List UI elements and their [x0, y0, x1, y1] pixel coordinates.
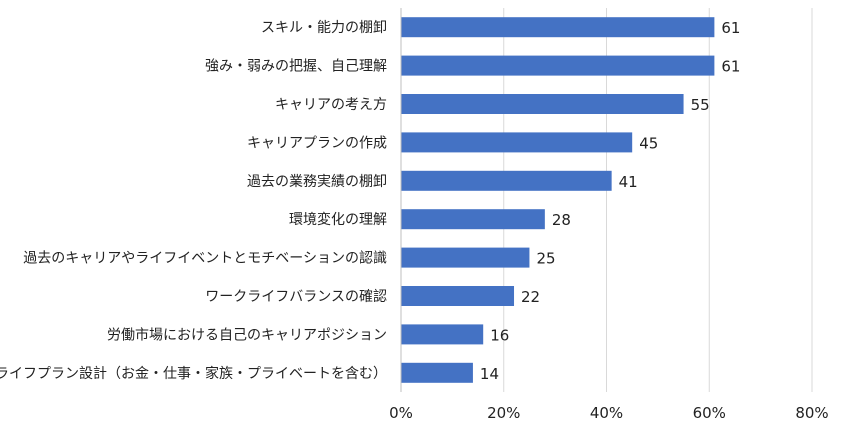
data-label: 25	[536, 250, 555, 268]
bar	[401, 209, 545, 230]
x-tick-label: 40%	[590, 404, 623, 422]
category-label: 強み・弱みの把握、自己理解	[205, 59, 387, 75]
category-label: キャリアの考え方	[275, 97, 387, 113]
x-tick-label: 80%	[795, 404, 828, 422]
category-label: 過去の業務実績の棚卸	[247, 174, 387, 190]
x-tick-label: 20%	[487, 404, 520, 422]
bar	[401, 324, 484, 345]
x-tick-label: 0%	[389, 404, 413, 422]
bar	[401, 132, 633, 153]
data-label: 16	[490, 326, 509, 344]
data-label: 14	[480, 365, 499, 383]
bar	[401, 170, 612, 191]
category-label: ライフプラン設計（お金・仕事・家族・プライベートを含む）	[0, 365, 387, 382]
data-label: 61	[721, 58, 740, 76]
bars	[401, 17, 715, 383]
bar	[401, 362, 473, 383]
x-tick-label: 60%	[693, 404, 726, 422]
category-label: 過去のキャリアやライフイベントとモチベーションの認識	[23, 251, 387, 267]
category-label: 環境変化の理解	[289, 211, 387, 228]
bar	[401, 55, 715, 76]
data-label: 28	[552, 211, 571, 229]
category-label: 労働市場における自己のキャリアポジション	[107, 326, 387, 343]
bar	[401, 247, 530, 268]
data-label: 41	[619, 173, 638, 191]
data-label: 22	[521, 288, 540, 306]
data-label: 61	[721, 19, 740, 37]
bar	[401, 94, 684, 114]
bar	[401, 17, 715, 38]
labels: 0% 20% 40% 60% 80% スキル・能力の棚卸 61 強み・弱みの把握、自己理解 61…	[0, 19, 829, 422]
data-label: 45	[639, 134, 658, 152]
data-label: 55	[691, 96, 710, 114]
category-label: キャリアプランの作成	[247, 135, 387, 151]
category-label: ワークライフバランスの確認	[205, 289, 387, 305]
bar	[401, 286, 515, 306]
category-label: スキル・能力の棚卸	[261, 20, 387, 36]
